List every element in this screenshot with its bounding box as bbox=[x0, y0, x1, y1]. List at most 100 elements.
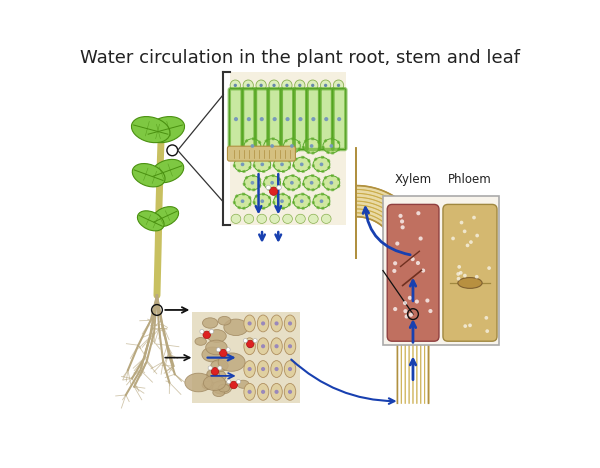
Circle shape bbox=[457, 272, 460, 276]
Circle shape bbox=[288, 367, 292, 371]
Circle shape bbox=[324, 84, 327, 87]
Circle shape bbox=[288, 344, 292, 348]
Circle shape bbox=[248, 322, 251, 326]
Ellipse shape bbox=[230, 80, 241, 91]
Ellipse shape bbox=[313, 194, 330, 208]
Circle shape bbox=[270, 144, 274, 148]
Ellipse shape bbox=[257, 338, 269, 355]
Circle shape bbox=[226, 348, 230, 352]
Circle shape bbox=[218, 366, 222, 370]
Circle shape bbox=[460, 221, 463, 225]
Ellipse shape bbox=[269, 80, 279, 91]
Circle shape bbox=[247, 84, 250, 87]
Circle shape bbox=[329, 144, 333, 148]
Text: Water circulation in the plant root, stem and leaf: Water circulation in the plant root, ste… bbox=[80, 49, 520, 67]
FancyBboxPatch shape bbox=[294, 89, 307, 149]
Ellipse shape bbox=[256, 80, 266, 91]
Circle shape bbox=[269, 187, 278, 195]
Ellipse shape bbox=[271, 315, 282, 332]
Bar bbox=[230, 72, 346, 225]
Ellipse shape bbox=[296, 214, 305, 223]
Circle shape bbox=[288, 390, 292, 394]
Ellipse shape bbox=[132, 163, 165, 187]
Ellipse shape bbox=[271, 338, 282, 355]
Circle shape bbox=[487, 266, 491, 270]
Ellipse shape bbox=[207, 370, 220, 378]
Ellipse shape bbox=[271, 383, 282, 400]
Ellipse shape bbox=[284, 338, 296, 355]
Circle shape bbox=[484, 316, 488, 320]
Ellipse shape bbox=[334, 80, 344, 91]
Circle shape bbox=[261, 367, 265, 371]
FancyBboxPatch shape bbox=[307, 89, 320, 149]
Ellipse shape bbox=[320, 80, 331, 91]
Circle shape bbox=[469, 240, 473, 244]
Circle shape bbox=[392, 269, 397, 273]
Ellipse shape bbox=[283, 139, 300, 153]
Ellipse shape bbox=[212, 380, 232, 394]
Ellipse shape bbox=[185, 373, 212, 392]
Ellipse shape bbox=[257, 315, 269, 332]
Ellipse shape bbox=[237, 380, 249, 388]
Circle shape bbox=[311, 84, 314, 87]
Circle shape bbox=[408, 296, 412, 300]
Circle shape bbox=[217, 348, 221, 352]
Ellipse shape bbox=[257, 214, 266, 223]
Ellipse shape bbox=[257, 383, 269, 400]
Ellipse shape bbox=[231, 214, 241, 223]
Circle shape bbox=[404, 314, 409, 319]
Circle shape bbox=[298, 117, 302, 121]
Circle shape bbox=[398, 214, 403, 218]
Ellipse shape bbox=[283, 214, 292, 223]
Ellipse shape bbox=[203, 375, 226, 390]
Circle shape bbox=[393, 261, 397, 265]
Circle shape bbox=[457, 265, 461, 269]
Circle shape bbox=[244, 338, 247, 343]
Ellipse shape bbox=[234, 194, 251, 208]
Circle shape bbox=[253, 338, 257, 343]
Ellipse shape bbox=[284, 315, 296, 332]
Ellipse shape bbox=[271, 361, 282, 378]
Circle shape bbox=[230, 381, 238, 389]
Ellipse shape bbox=[257, 361, 269, 378]
Ellipse shape bbox=[202, 318, 218, 328]
Ellipse shape bbox=[323, 176, 340, 190]
Circle shape bbox=[393, 307, 397, 311]
Circle shape bbox=[421, 269, 425, 273]
Circle shape bbox=[247, 117, 251, 121]
Ellipse shape bbox=[243, 80, 253, 91]
Circle shape bbox=[280, 199, 284, 203]
Circle shape bbox=[260, 162, 264, 166]
Circle shape bbox=[248, 390, 251, 394]
Ellipse shape bbox=[211, 360, 228, 372]
FancyBboxPatch shape bbox=[227, 146, 295, 161]
Circle shape bbox=[457, 277, 460, 280]
Circle shape bbox=[395, 241, 400, 246]
Ellipse shape bbox=[244, 315, 256, 332]
Circle shape bbox=[451, 237, 455, 241]
Ellipse shape bbox=[313, 157, 330, 172]
Text: Xylem: Xylem bbox=[395, 173, 431, 186]
Ellipse shape bbox=[293, 194, 310, 208]
Ellipse shape bbox=[264, 176, 281, 190]
Circle shape bbox=[248, 344, 251, 348]
Circle shape bbox=[234, 117, 238, 121]
Ellipse shape bbox=[244, 361, 256, 378]
Circle shape bbox=[211, 367, 219, 375]
Ellipse shape bbox=[137, 211, 164, 231]
Ellipse shape bbox=[293, 157, 310, 172]
Circle shape bbox=[260, 117, 264, 121]
Circle shape bbox=[463, 274, 467, 278]
Circle shape bbox=[320, 199, 323, 203]
Circle shape bbox=[272, 117, 277, 121]
Ellipse shape bbox=[244, 139, 261, 153]
FancyBboxPatch shape bbox=[281, 89, 294, 149]
Circle shape bbox=[227, 380, 231, 384]
Circle shape bbox=[337, 117, 341, 121]
Circle shape bbox=[403, 309, 407, 313]
Ellipse shape bbox=[244, 383, 256, 400]
Ellipse shape bbox=[254, 194, 271, 208]
Ellipse shape bbox=[131, 117, 170, 143]
FancyBboxPatch shape bbox=[242, 89, 256, 149]
Ellipse shape bbox=[146, 117, 185, 143]
